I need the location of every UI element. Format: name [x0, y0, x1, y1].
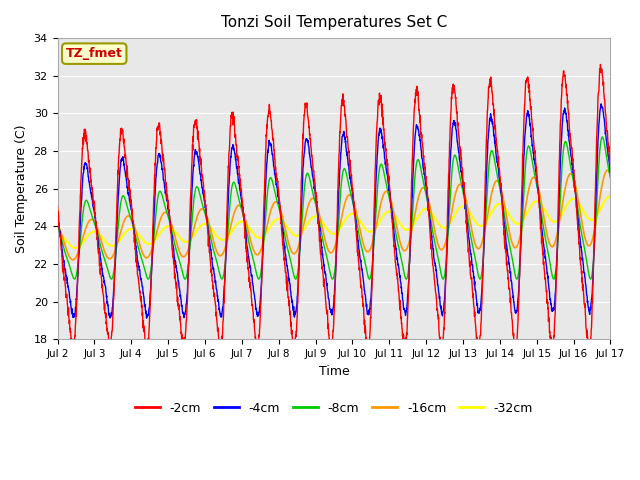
- Text: TZ_fmet: TZ_fmet: [66, 47, 123, 60]
- Y-axis label: Soil Temperature (C): Soil Temperature (C): [15, 124, 28, 253]
- X-axis label: Time: Time: [319, 365, 349, 378]
- Title: Tonzi Soil Temperatures Set C: Tonzi Soil Temperatures Set C: [221, 15, 447, 30]
- Legend: -2cm, -4cm, -8cm, -16cm, -32cm: -2cm, -4cm, -8cm, -16cm, -32cm: [130, 397, 538, 420]
